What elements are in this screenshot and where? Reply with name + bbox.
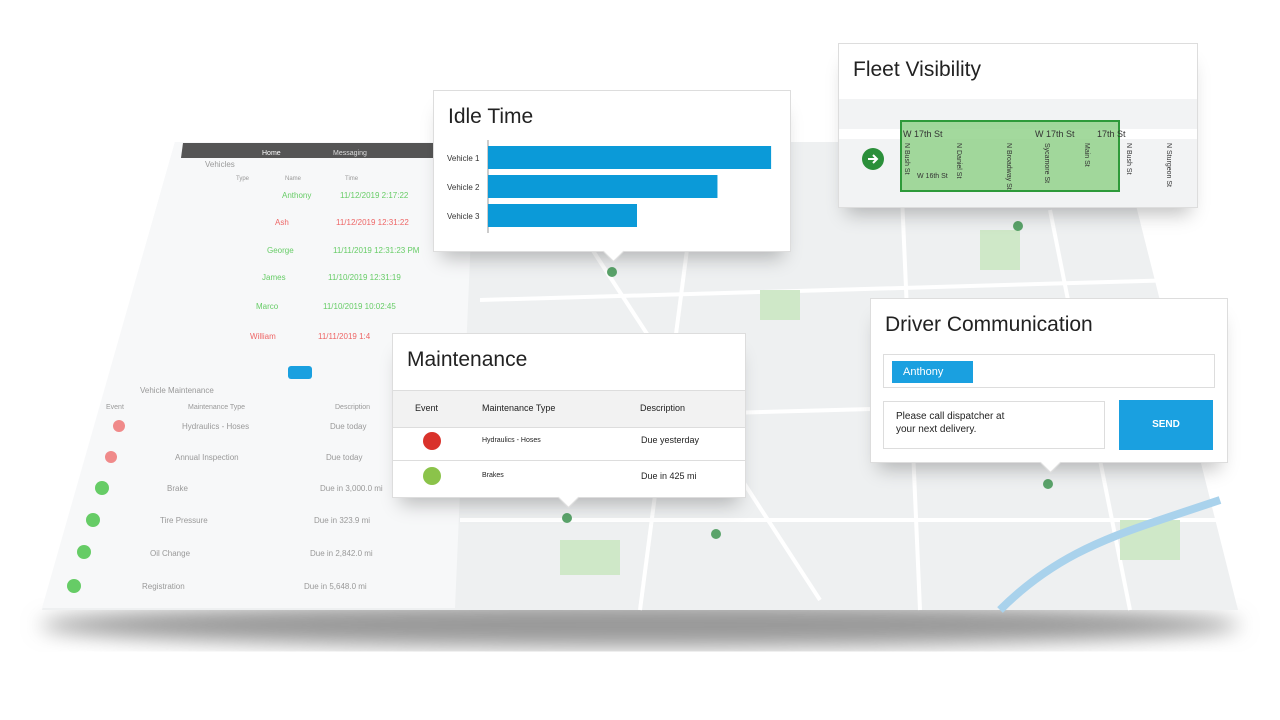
desc: Due yesterday bbox=[641, 435, 700, 445]
street: N Bush St bbox=[903, 143, 910, 175]
type: Brakes bbox=[482, 472, 504, 479]
street: 17th St bbox=[1097, 129, 1126, 139]
col: Description bbox=[335, 404, 370, 411]
street: N Sturgeon St bbox=[1165, 143, 1172, 187]
col: Name bbox=[285, 176, 302, 182]
col: Maintenance Type bbox=[188, 404, 245, 411]
category-label: Vehicle 3 bbox=[447, 212, 480, 221]
type: Brake bbox=[167, 484, 188, 493]
shadow bbox=[40, 603, 1240, 647]
nav-home: Home bbox=[262, 150, 281, 157]
type: Annual Inspection bbox=[175, 453, 239, 462]
remove[interactable]: × bbox=[974, 364, 982, 378]
col: Type bbox=[236, 176, 250, 182]
vehicles-title: Vehicles bbox=[205, 160, 235, 169]
name: William bbox=[250, 332, 276, 341]
list-panel bbox=[42, 142, 475, 608]
time: 11/10/2019 10:02:45 bbox=[323, 302, 396, 311]
message-text: Please call dispatcher at your next deli… bbox=[896, 411, 1005, 435]
name: Marco bbox=[256, 302, 279, 311]
street: W 17th St bbox=[1035, 129, 1075, 139]
desc: Due in 2,842.0 mi bbox=[310, 549, 373, 558]
nav-messaging: Messaging bbox=[333, 150, 367, 157]
status bbox=[77, 545, 91, 559]
name: Ash bbox=[275, 218, 289, 227]
status bbox=[67, 579, 81, 593]
category-label: Vehicle 1 bbox=[447, 154, 480, 163]
send-button[interactable]: SEND bbox=[1119, 400, 1213, 450]
type: Hydraulics - Hoses bbox=[182, 422, 249, 431]
type: Tire Pressure bbox=[160, 516, 208, 525]
card-title: Fleet Visibility bbox=[853, 58, 981, 81]
type: Oil Change bbox=[150, 549, 191, 558]
col: Event bbox=[415, 403, 439, 413]
street: N Daniel St bbox=[955, 143, 962, 178]
time: 11/12/2019 2:17:22 bbox=[340, 191, 409, 200]
river bbox=[997, 496, 1222, 613]
col: Time bbox=[345, 176, 359, 182]
bar bbox=[488, 146, 772, 169]
maint-rows: Hydraulics - Hoses Due today Annual Inspe… bbox=[67, 420, 383, 593]
card-title: Driver Communication bbox=[885, 313, 1093, 336]
street: N Bush St bbox=[1125, 143, 1132, 175]
time: 11/12/2019 12:31:22 bbox=[336, 218, 409, 227]
col: Event bbox=[106, 404, 124, 411]
name: James bbox=[262, 273, 286, 282]
desc: Due in 3,000.0 mi bbox=[320, 484, 383, 493]
recipient-chip: Anthony bbox=[892, 361, 974, 383]
card-title: Idle Time bbox=[448, 105, 534, 128]
bar bbox=[488, 175, 718, 198]
table-header: Event Maintenance Type Description bbox=[393, 390, 745, 428]
idle-chart: Vehicle 1 Vehicle 2 Vehicle 3 bbox=[447, 140, 772, 233]
time: 11/11/2019 12:31:23 PM bbox=[333, 246, 420, 255]
col: Description bbox=[640, 403, 686, 413]
street: N Broadway St bbox=[1005, 143, 1012, 190]
message[interactable]: Please call dispatcher at your next deli… bbox=[883, 401, 1105, 449]
street: Sycamore St bbox=[1043, 143, 1050, 183]
name: Anthony bbox=[282, 191, 311, 200]
vehicle-rows: Anthony 11/12/2019 2:17:22 Ash 11/12/2019 … bbox=[250, 191, 420, 341]
nav-bar bbox=[181, 143, 475, 158]
col: Maintenance Type bbox=[482, 403, 556, 413]
status bbox=[113, 420, 125, 432]
status-alert bbox=[423, 432, 441, 450]
type: Hydraulics - Hoses bbox=[482, 437, 541, 444]
desc: Due today bbox=[326, 453, 362, 462]
fleet-map: W 17th St W 17th St 17th St W 16th St N … bbox=[839, 99, 1197, 207]
maintenance-card: Maintenance Event Maintenance Type Descr… bbox=[392, 333, 746, 509]
name: George bbox=[267, 246, 294, 255]
status-ok bbox=[423, 467, 441, 485]
time: 11/10/2019 12:31:19 bbox=[328, 273, 401, 282]
category-label: Vehicle 2 bbox=[447, 183, 480, 192]
parks bbox=[560, 230, 1180, 575]
desc: Due today bbox=[330, 422, 366, 431]
idle-time-card: Idle Time Vehicle 1 Vehicle 2 Vehicle 3 bbox=[433, 90, 791, 263]
desc: Due in 425 mi bbox=[641, 471, 697, 481]
street: W 17th St bbox=[903, 129, 943, 139]
recipient-field[interactable]: Anthony × bbox=[883, 354, 1215, 388]
driver-card: Driver Communication Anthony × Please ca… bbox=[870, 298, 1228, 474]
tab-active[interactable] bbox=[288, 366, 312, 379]
desc: Due in 323.9 mi bbox=[314, 516, 370, 525]
time: 11/11/2019 1:4 bbox=[318, 332, 371, 341]
desc: Due in 5,648.0 mi bbox=[304, 582, 367, 591]
type: Registration bbox=[142, 582, 185, 591]
status bbox=[95, 481, 109, 495]
fleet-card: Fleet Visibility W 17th St W 17th St 17t… bbox=[838, 43, 1198, 208]
status bbox=[86, 513, 100, 527]
maint-title: Vehicle Maintenance bbox=[140, 386, 214, 395]
status bbox=[105, 451, 117, 463]
street: Main St bbox=[1083, 143, 1090, 167]
card-title: Maintenance bbox=[407, 348, 528, 371]
bar bbox=[488, 204, 637, 227]
street: W 16th St bbox=[917, 173, 948, 180]
map-pins bbox=[562, 221, 1053, 539]
